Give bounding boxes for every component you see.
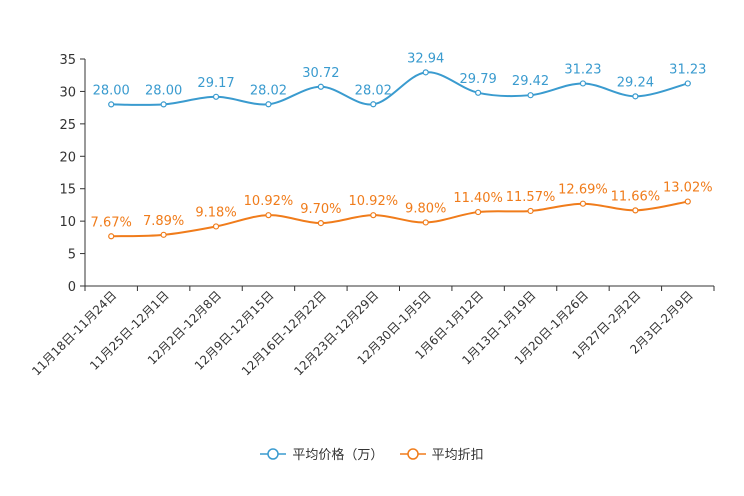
legend: 平均价格（万） 平均折扣 <box>0 444 744 465</box>
data-label: 28.00 <box>145 83 182 98</box>
data-point <box>370 101 377 108</box>
series-layer: 28.00 28.00 29.17 28.02 30.72 28.02 32.94 29.79… <box>91 51 713 240</box>
data-label: 7.67% <box>91 215 132 230</box>
data-point <box>108 233 115 240</box>
data-label: 30.72 <box>302 66 339 81</box>
y-tick-label: 25 <box>59 118 76 133</box>
y-tick-label: 0 <box>68 280 76 295</box>
data-label: 11.57% <box>506 190 556 205</box>
data-point <box>265 101 272 108</box>
data-point <box>422 219 429 226</box>
data-point <box>684 198 691 205</box>
data-label: 31.23 <box>564 62 601 77</box>
line-chart: 0510152025303511月18日-11月24日11月25日-12月1日1… <box>29 51 715 378</box>
legend-line-circle-icon <box>399 447 426 460</box>
data-point <box>475 208 482 216</box>
data-label: 32.94 <box>407 51 444 66</box>
data-label: 13.02% <box>663 181 713 196</box>
y-tick-label: 30 <box>59 85 76 100</box>
data-label: 9.70% <box>300 202 341 217</box>
legend-item-discount[interactable]: 平均折扣 <box>399 444 484 463</box>
data-label: 28.02 <box>250 83 287 98</box>
data-point <box>370 212 377 219</box>
data-point <box>265 212 272 219</box>
data-label: 7.89% <box>143 214 184 229</box>
data-point <box>684 80 691 87</box>
data-label: 29.79 <box>460 72 497 87</box>
x-tick-label: 11月18日-11月24日 <box>29 288 119 378</box>
y-tick-label: 35 <box>59 53 76 68</box>
data-point <box>475 89 482 96</box>
series-line <box>111 200 688 238</box>
legend-line-circle-icon <box>260 447 287 460</box>
y-tick-label: 20 <box>59 150 76 165</box>
data-point <box>212 93 220 100</box>
legend-label-discount: 平均折扣 <box>431 448 484 463</box>
legend-label-price: 平均价格（万） <box>292 448 384 463</box>
data-point <box>632 93 639 100</box>
series-group: 28.00 28.00 29.17 28.02 30.72 28.02 32.94 29.79… <box>93 51 706 108</box>
data-point <box>212 223 220 230</box>
series-group: 7.67% 7.89% 9.18% 10.92% 9.70% 10.92% 9.80% 11.… <box>91 181 713 240</box>
data-point <box>160 231 167 238</box>
data-label: 31.23 <box>669 62 706 77</box>
data-point <box>579 80 587 87</box>
data-label: 11.66% <box>611 189 661 204</box>
data-label: 28.02 <box>355 83 392 98</box>
data-point <box>422 69 429 76</box>
data-label: 11.40% <box>453 191 503 206</box>
data-point <box>527 92 534 99</box>
data-point <box>579 200 587 207</box>
data-label: 29.17 <box>197 76 234 91</box>
data-label: 9.80% <box>405 201 446 216</box>
y-tick-label: 10 <box>59 215 76 230</box>
data-label: 29.24 <box>617 75 654 90</box>
data-label: 29.42 <box>512 74 549 89</box>
data-point <box>317 219 324 227</box>
y-tick-label: 15 <box>59 183 76 198</box>
data-label: 10.92% <box>244 194 294 209</box>
series-line <box>111 71 689 106</box>
data-label: 10.92% <box>349 194 399 209</box>
data-label: 9.18% <box>195 205 236 220</box>
data-label: 28.00 <box>93 83 130 98</box>
data-point <box>632 207 639 214</box>
data-point <box>317 83 324 90</box>
data-point <box>108 101 115 108</box>
data-point <box>527 207 534 215</box>
data-point <box>160 101 167 108</box>
y-tick-label: 5 <box>68 248 76 263</box>
legend-item-price[interactable]: 平均价格（万） <box>260 444 383 463</box>
data-label: 12.69% <box>558 183 608 198</box>
